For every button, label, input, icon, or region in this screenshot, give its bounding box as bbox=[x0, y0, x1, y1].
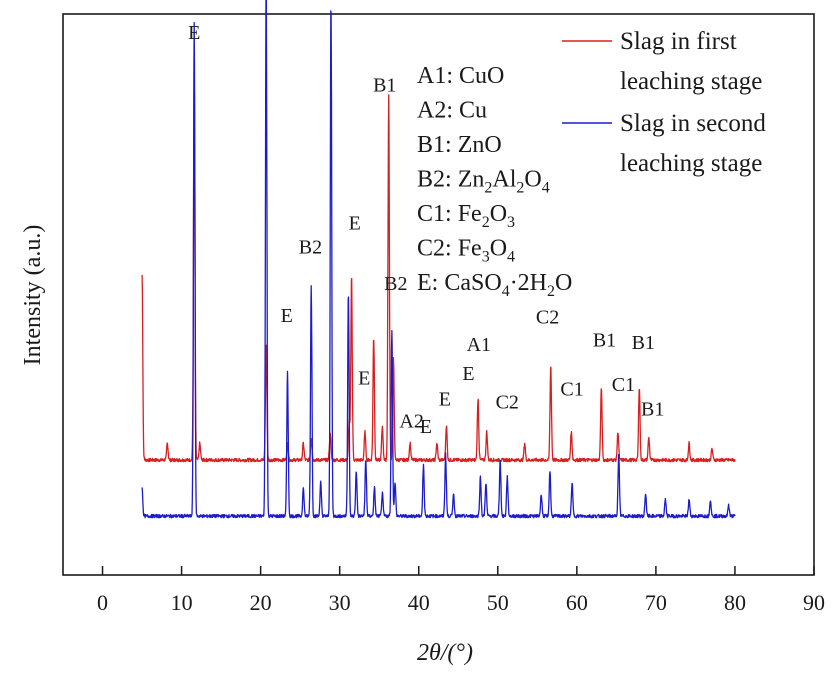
peak-label: C1 bbox=[612, 374, 635, 396]
peak-label: C2 bbox=[496, 391, 519, 413]
legend-label: leaching stage bbox=[620, 68, 762, 95]
peak-label: B1 bbox=[632, 332, 655, 354]
x-tick-label: 50 bbox=[487, 590, 509, 615]
x-tick-label: 90 bbox=[803, 590, 825, 615]
peak-annotations: EEEB1B2EB2EEA2EEEA1C2C2C1B1C1B1B1 bbox=[188, 22, 664, 438]
peak-label: E bbox=[439, 389, 451, 411]
phase-key-entry: A1: CuO bbox=[417, 63, 504, 89]
plot-frame bbox=[62, 13, 815, 576]
series-layer bbox=[141, 0, 736, 519]
legend-label: leaching stage bbox=[620, 150, 762, 177]
peak-label: B2 bbox=[299, 237, 322, 259]
phase-key-entry: B2: Zn2Al2O4 bbox=[417, 167, 550, 197]
peak-label: B1 bbox=[641, 399, 664, 421]
peak-label: E bbox=[420, 416, 432, 438]
peak-label: E bbox=[358, 367, 370, 389]
x-tick-label: 10 bbox=[171, 590, 193, 615]
x-tick-label: 60 bbox=[566, 590, 588, 615]
phase-key-entry: A2: Cu bbox=[417, 98, 487, 124]
peak-label: B1 bbox=[593, 330, 616, 352]
series-line-1 bbox=[141, 66, 736, 463]
legend-label: Slag in first bbox=[620, 28, 737, 55]
peak-label: B1 bbox=[373, 74, 396, 96]
y-axis-title: Intensity (a.u.) bbox=[20, 225, 46, 366]
legend-label: Slag in second bbox=[620, 110, 766, 137]
x-tick-label: 20 bbox=[250, 590, 272, 615]
peak-label: B2 bbox=[384, 273, 407, 295]
phase-key: A1: CuO A2: Cu B1: ZnO B2: Zn2Al2O4 C1: Fe2O… bbox=[417, 63, 572, 300]
x-axis: 0 10 20 30 40 50 60 70 80 90 bbox=[97, 566, 825, 615]
phase-key-entry: E: CaSO4·2H2O bbox=[417, 270, 572, 300]
phase-key-entry: B1: ZnO bbox=[417, 132, 502, 158]
peak-label: E bbox=[349, 212, 361, 234]
peak-label: C1 bbox=[560, 378, 583, 400]
peak-label: E bbox=[188, 22, 200, 44]
x-tick-label: 80 bbox=[724, 590, 746, 615]
x-tick-label: 0 bbox=[97, 590, 108, 615]
series-line-2 bbox=[141, 0, 736, 519]
peak-label: E bbox=[462, 363, 474, 385]
x-tick-label: 70 bbox=[645, 590, 667, 615]
peak-label: E bbox=[281, 305, 293, 327]
peak-label: A2 bbox=[399, 410, 423, 432]
x-tick-label: 40 bbox=[408, 590, 430, 615]
phase-key-entry: C2: Fe3O4 bbox=[417, 236, 515, 266]
peak-label: C2 bbox=[536, 307, 559, 329]
legend: Slag in first leaching stage Slag in secon… bbox=[562, 28, 766, 177]
phase-key-entry: C1: Fe2O3 bbox=[417, 201, 515, 231]
peak-label: A1 bbox=[467, 334, 491, 356]
x-axis-title: 2θ/(°) bbox=[417, 640, 473, 666]
x-tick-label: 30 bbox=[329, 590, 351, 615]
